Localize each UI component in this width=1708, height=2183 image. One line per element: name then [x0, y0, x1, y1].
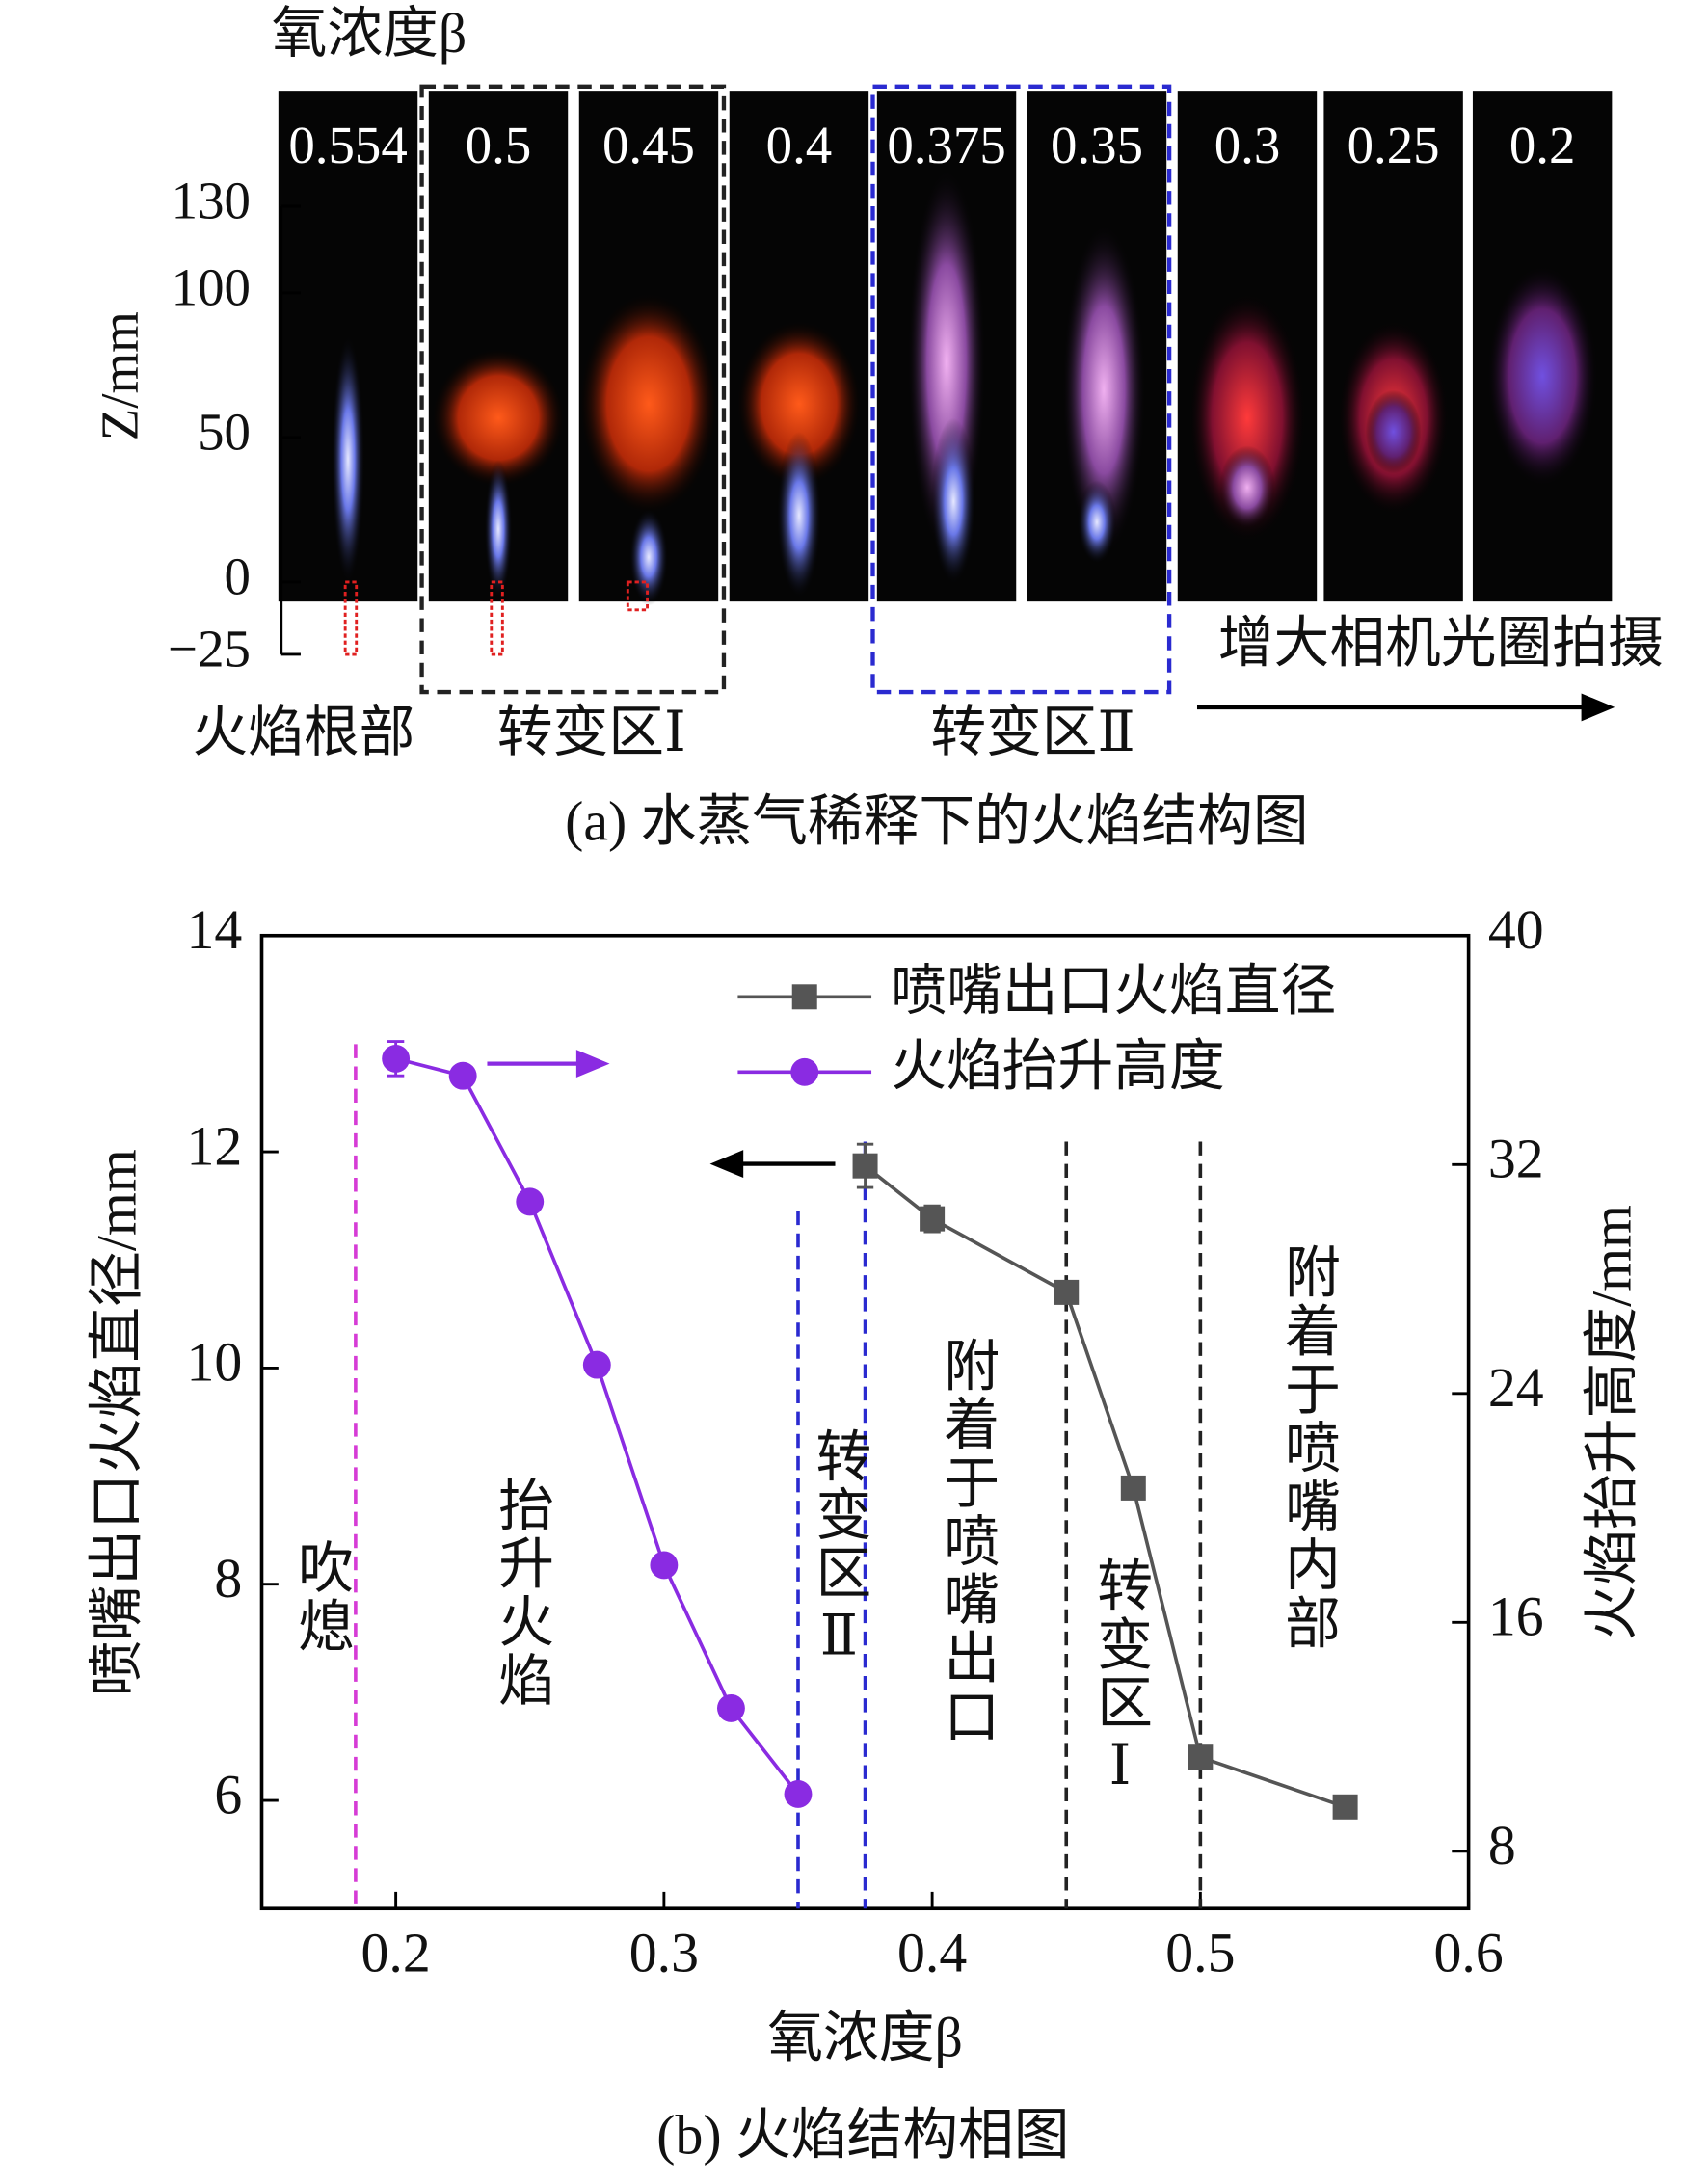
arrow-head: [709, 1150, 744, 1179]
caption: (a) 水蒸气稀释下的火焰结构图: [565, 791, 1309, 852]
region-label: 抬升火焰: [490, 1476, 553, 1710]
z-tick-label: 130: [172, 172, 251, 230]
beta-label: 氧浓度β: [272, 4, 467, 65]
beta-value: 0.25: [1348, 116, 1440, 174]
panel-a: 氧浓度β 0.554 0.5 0.45 0.4 0.375 0.35 0.3 0.25 0.2 13…: [91, 4, 1664, 852]
flame: [1188, 292, 1306, 544]
flame: [431, 348, 566, 488]
legend-marker: [790, 1057, 819, 1086]
y2-tick-label: 40: [1488, 900, 1544, 961]
arrow-head: [1581, 693, 1615, 722]
beta-value: 0.2: [1509, 116, 1576, 174]
beta-value: 0.554: [288, 116, 407, 174]
z-tick-label: 0: [225, 547, 251, 606]
group-label: 转变区Ⅰ: [497, 703, 686, 763]
flame: [931, 417, 976, 585]
x-tick-label: 0.6: [1434, 1923, 1504, 1983]
flame: [1077, 480, 1117, 565]
flame: [578, 292, 719, 516]
dashed-box: [419, 84, 727, 695]
z-tick-label: 100: [172, 258, 251, 317]
group-label: 火焰根部: [192, 703, 414, 763]
marker: [1188, 1744, 1214, 1770]
y-tick-label: 14: [187, 900, 243, 961]
marker: [650, 1551, 679, 1580]
legend-marker: [791, 984, 817, 1010]
flame: [776, 431, 822, 599]
legend-label: 火焰抬升高度: [891, 1037, 1224, 1098]
y-label: 喷嘴出口火焰直径/mm: [87, 1149, 147, 1696]
group-label: 转变区Ⅱ: [930, 703, 1135, 763]
arrow-head: [575, 1050, 610, 1078]
dashed-box: [870, 84, 1172, 695]
z-tick-label: 50: [198, 403, 251, 462]
marker: [1332, 1794, 1358, 1820]
panel-b: 0.2 0.3 0.4 0.5 0.6 6 8 10 12 14 8 16 24 32 40 氧浓度β 喷嘴出口…: [87, 900, 1642, 2167]
flame: [1486, 264, 1598, 488]
marker: [920, 1206, 946, 1232]
marker: [784, 1780, 813, 1808]
flame: [735, 320, 862, 488]
x-tick-label: 0.3: [629, 1923, 699, 1983]
marker: [852, 1153, 878, 1179]
z-tick-label: −25: [168, 620, 251, 679]
beta-value: 0.375: [887, 116, 1005, 174]
beta-value: 0.35: [1051, 116, 1143, 174]
y-tick-label: 12: [187, 1116, 243, 1177]
y2-tick-label: 16: [1488, 1587, 1544, 1648]
flame: [1219, 445, 1275, 530]
marker: [382, 1044, 411, 1073]
beta-value: 0.3: [1214, 116, 1281, 174]
marker: [516, 1187, 545, 1216]
region-label: 转变区Ⅱ: [807, 1427, 869, 1671]
y2-tick-label: 24: [1488, 1358, 1544, 1419]
beta-value: 0.4: [766, 116, 833, 174]
y2-tick-label: 8: [1488, 1816, 1516, 1877]
marker: [448, 1061, 477, 1090]
y-tick-label: 6: [214, 1765, 242, 1825]
nozzle: [626, 580, 649, 612]
z-label: Z/mm: [91, 311, 149, 440]
y-tick-label: 8: [214, 1549, 242, 1610]
x-tick-label: 0.5: [1165, 1923, 1235, 1983]
x-label: 氧浓度β: [767, 2009, 963, 2069]
flame: [1365, 389, 1422, 474]
region-label: 吹熄: [289, 1538, 352, 1655]
region-label: 附着于喷嘴内部: [1276, 1243, 1340, 1653]
x-tick-label: 0.2: [361, 1923, 431, 1983]
caption: (b) 火焰结构相图: [656, 2106, 1069, 2167]
y2-label: 火焰抬升高度/mm: [1582, 1205, 1642, 1640]
flame: [331, 333, 365, 585]
y2-tick-label: 32: [1488, 1130, 1544, 1190]
marker: [582, 1350, 611, 1379]
y-tick-label: 10: [187, 1333, 243, 1394]
beta-value: 0.45: [602, 116, 695, 174]
flame: [484, 459, 513, 599]
marker: [1120, 1475, 1146, 1501]
legend-label: 喷嘴出口火焰直径: [891, 962, 1336, 1023]
aperture-note: 增大相机光圈拍摄: [1218, 614, 1664, 675]
x-tick-label: 0.4: [897, 1923, 967, 1983]
beta-value: 0.5: [466, 116, 532, 174]
region-label: 转变区Ⅰ: [1088, 1557, 1151, 1800]
flame: [1061, 223, 1146, 557]
marker: [1054, 1279, 1080, 1305]
region-label: 附着于喷嘴出口: [935, 1337, 999, 1746]
marker: [716, 1693, 745, 1722]
